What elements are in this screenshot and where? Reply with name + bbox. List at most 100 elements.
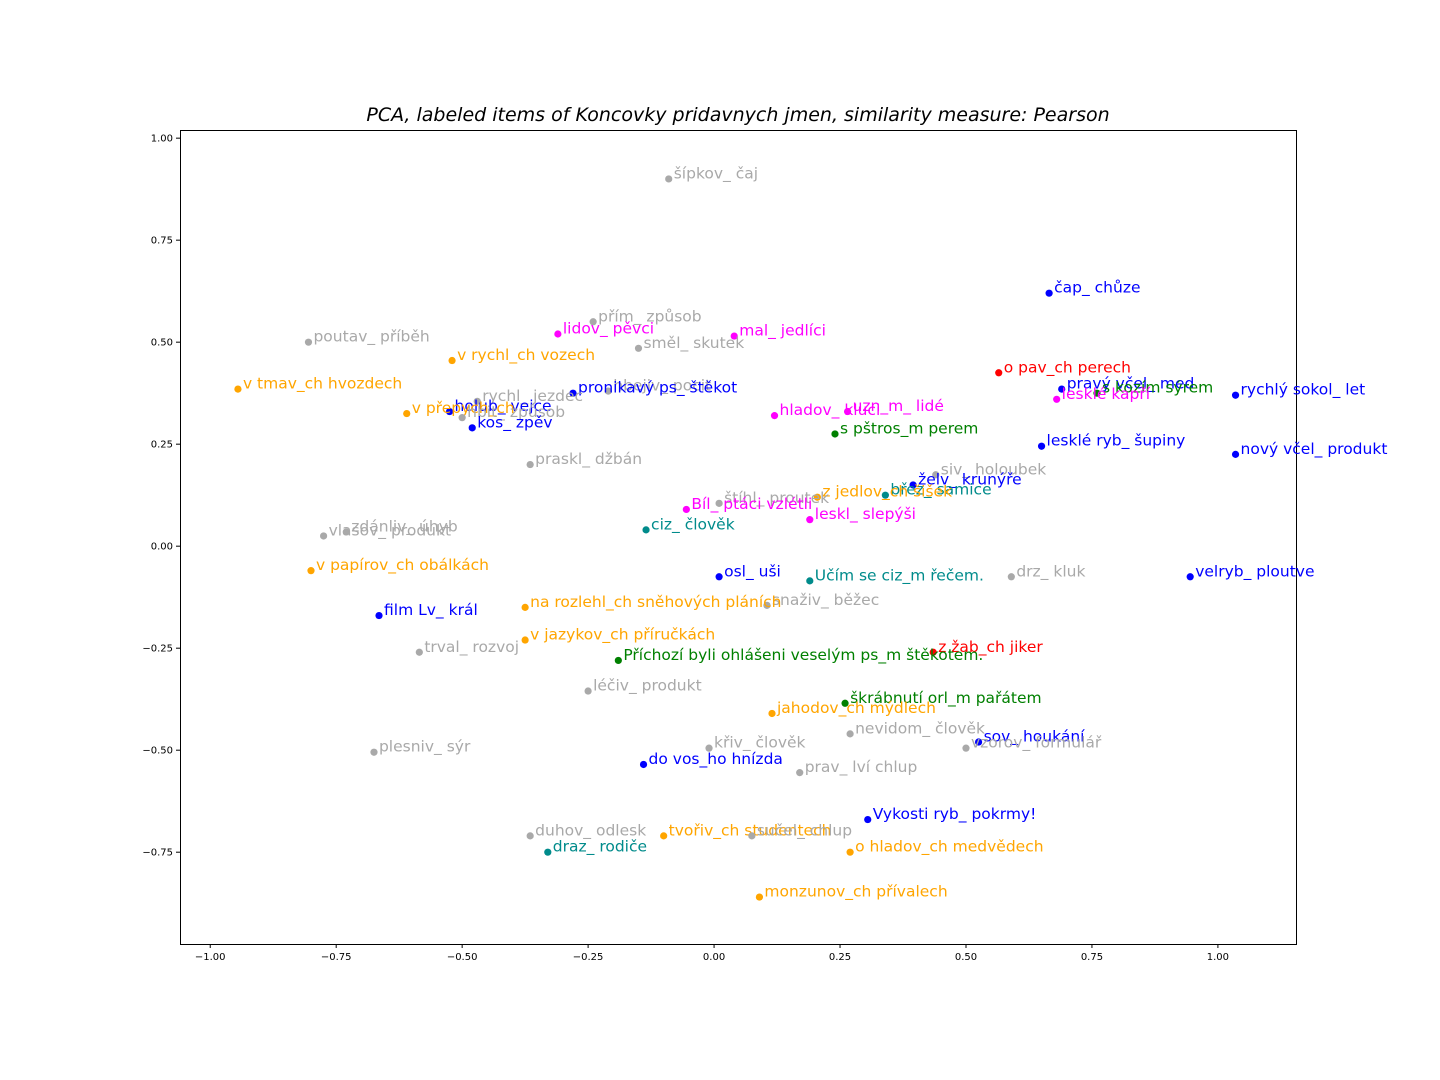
point-label: v jazykov_ch příručkách [530,626,715,645]
data-point [1058,385,1066,393]
data-point [974,738,983,746]
point-label: vzorov_ formulář [971,734,1102,753]
point-label: šípkov_ čaj [674,164,758,183]
point-label: pronikavý ps_ štěkot [578,379,737,398]
data-point [748,832,756,840]
data-point [584,687,592,695]
x-tick-label: 0.50 [955,952,977,963]
point-label: poutav_ příběh [313,328,429,347]
data-points: šípkov_ čaj čap_ chůze přím_ způsoblidov_ … [234,164,1387,902]
point-label: směl_ skutek [643,334,744,353]
point-label: leskl_ slepýši [815,505,916,524]
data-point [995,369,1003,377]
data-point [1007,573,1015,581]
data-point [554,330,562,338]
point-label: v papírov_ch obálkách [316,556,489,575]
point-label: s kozím sýrem [1102,379,1213,397]
point-label: kos_ zpěv [477,413,552,432]
point-label: mal_ jedlíci [739,322,826,341]
data-point [715,573,723,581]
point-label: čap_ chůze [1054,279,1140,298]
point-label: přím_ způsob [598,307,702,326]
data-point [468,424,476,432]
y-tick-label: 0.50 [151,338,173,349]
data-point [1231,391,1240,399]
data-point [813,493,821,501]
point-label: duhov_ odlesk [535,821,646,840]
point-label: monzunov_ch přívalech [764,883,947,902]
chart-title: PCA, labeled items of Koncovky pridavnyc… [366,104,1110,126]
data-point [1093,389,1101,397]
data-point [864,815,872,824]
data-point [1037,442,1046,450]
data-point [806,577,814,585]
y-tick-label: 0.25 [151,440,173,451]
point-label: v tmav_ch hvozdech [243,375,402,394]
data-point [448,356,456,365]
point-label: hladov_ kluci [780,401,881,420]
point-label: břez_ samice [890,481,991,500]
point-label: prav_ lví chlup [805,758,918,777]
point-label: osl_ uši [724,562,781,581]
point-label: s pštros_m perem [840,419,978,438]
y-tick-label: 1.00 [151,134,173,145]
data-point [526,832,534,840]
point-label: o hladov_ch medvědech [855,838,1043,857]
data-point [375,611,383,620]
data-point [770,412,779,420]
data-point [796,769,804,777]
y-tick-label: 0.75 [151,236,173,247]
point-label: tvořiv_ch studentech [669,821,832,840]
data-point [415,648,423,656]
point-label: uzn_m_ lidé [853,397,944,416]
point-label: Příchozí byli ohlášeni veselým ps_m štěk… [623,646,983,665]
data-point [544,848,552,856]
data-point [526,460,534,469]
point-label: trval_ rozvoj [424,638,519,657]
x-tick-label: 0.25 [829,952,851,963]
point-label: rychlý sokol_ let [1241,381,1366,400]
y-tick-label: −0.50 [142,746,173,757]
point-label: sučel_ chlup [757,821,852,840]
point-label: Učím se ciz_m řečem. [815,566,984,585]
point-label: léčiv_ produkt [593,677,702,696]
data-point [929,648,937,656]
data-point [846,848,854,856]
x-tick-label: 1.00 [1207,952,1229,963]
point-label: z žab_ch jiker [938,638,1043,657]
data-point [755,893,764,901]
data-point [763,601,771,609]
point-label: plesniv_ sýr [379,738,471,757]
x-tick-label: 0.00 [703,952,725,963]
data-point [962,744,970,752]
data-point [932,471,940,479]
point-label: siv_ holoubek [941,460,1047,479]
data-point [665,175,673,183]
data-point [1053,395,1061,403]
y-tick-label: 0.00 [151,542,173,553]
data-point [307,567,315,575]
data-point [403,409,411,418]
data-point [843,407,852,416]
point-label: z jedlov_ch šišek [822,483,952,502]
data-point [234,385,242,393]
data-point [304,338,313,346]
data-point [319,532,328,540]
point-label: Bíl_ ptáci vzlétli [691,495,812,514]
point-label: drz_ kluk [1016,562,1085,581]
data-point [589,318,597,326]
y-tick-label: −0.25 [142,644,173,655]
x-tick-label: −0.75 [321,952,352,963]
point-label: velryb_ ploutve [1195,562,1314,581]
data-point [642,526,650,534]
y-axis-ticks: 1.00 0.75 0.50 0.25 0.00 −0.25 −0.50 −0.75 [142,134,180,859]
y-tick-label: −0.75 [142,848,173,859]
point-label: snaživ_ běžec [772,591,879,610]
point-label: holub_ vejce [455,397,552,416]
data-point [521,636,529,644]
data-point [881,491,889,499]
data-point [445,407,454,416]
data-point [521,603,529,611]
point-label: v přepych_ch [412,399,515,418]
point-label: ciz_ člověk [651,515,735,534]
